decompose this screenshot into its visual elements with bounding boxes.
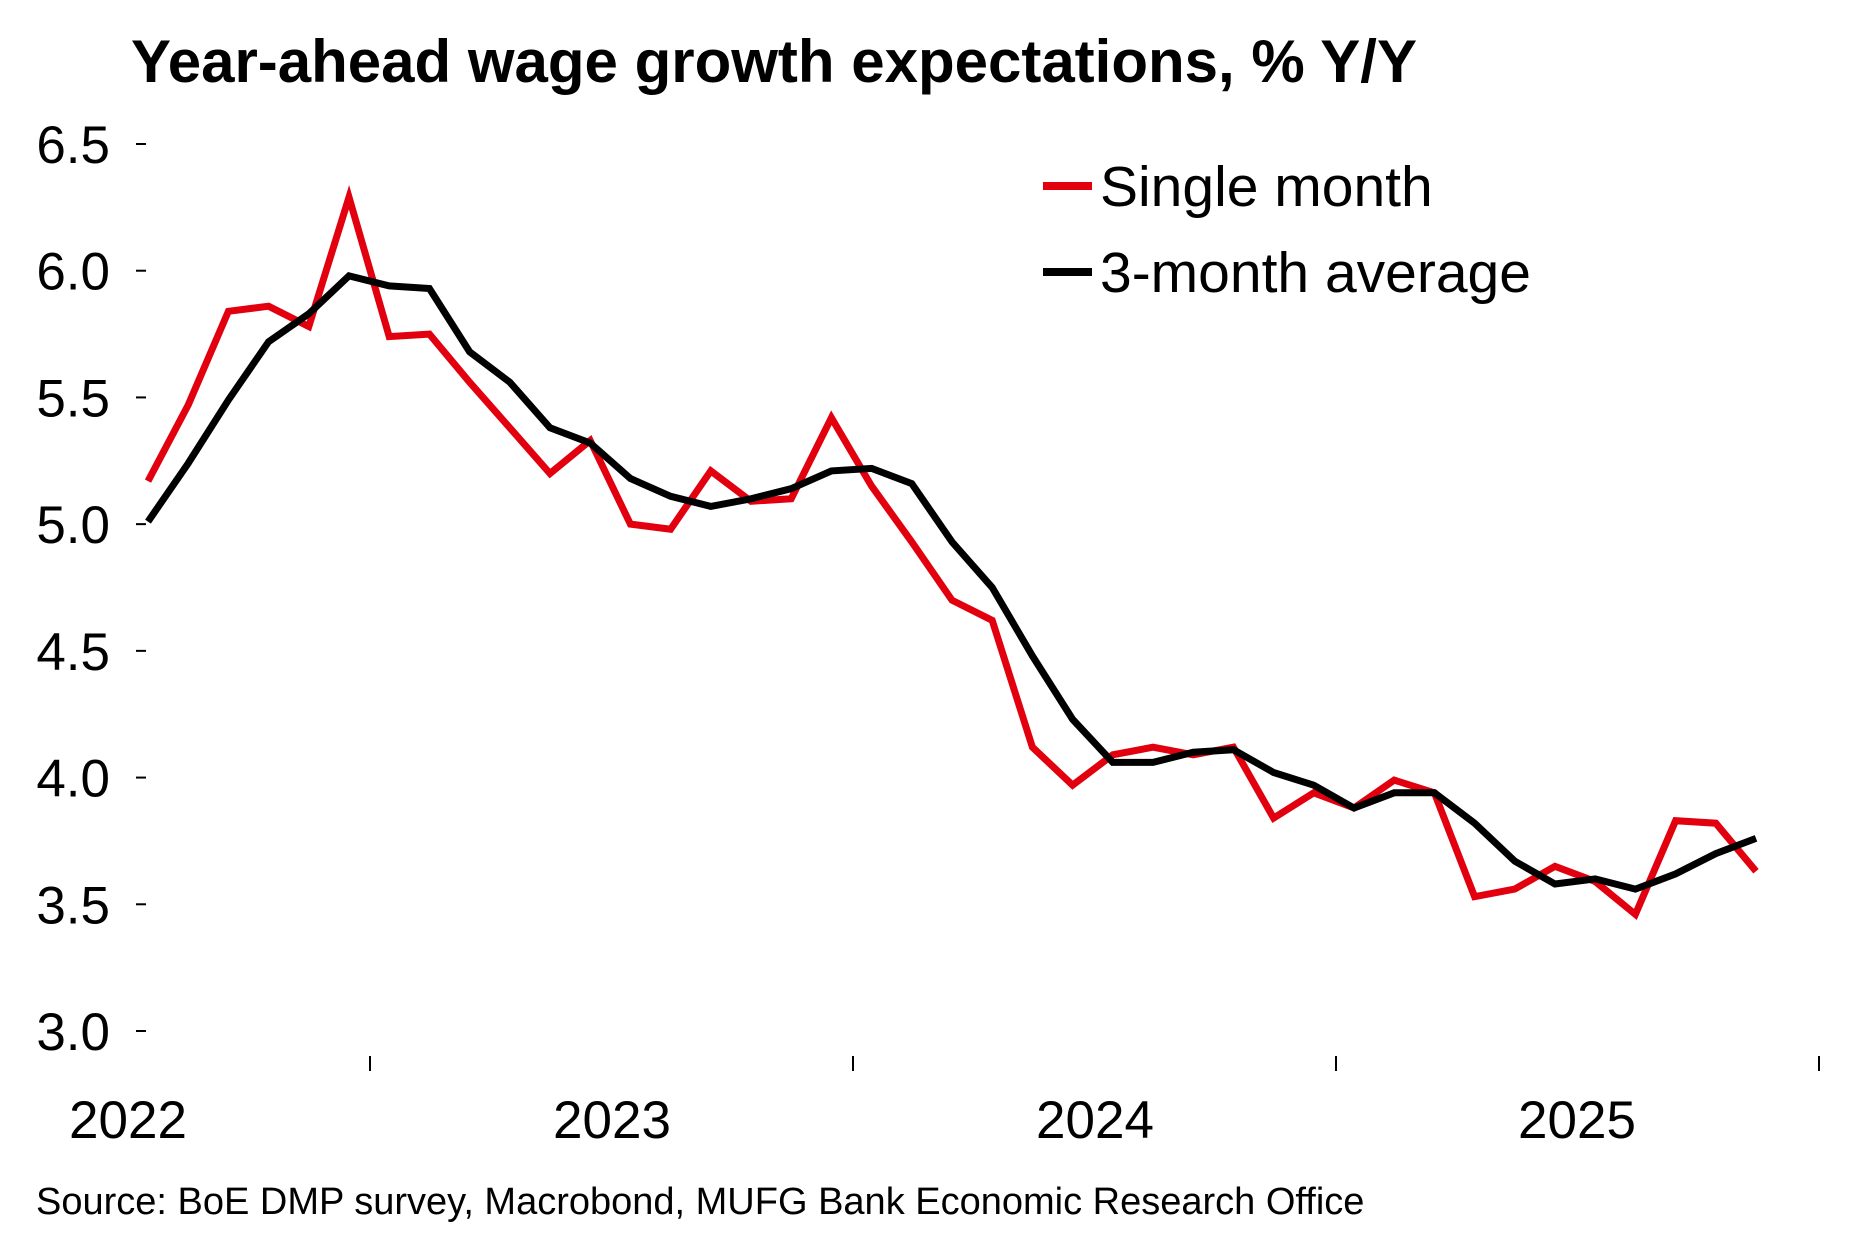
y-axis: 3.0 3.5 4.0 4.5 5.0 5.5 6.0 6.5 [36, 116, 146, 1062]
series-line-3-month-average [145, 271, 1758, 893]
y-tick-label: 6.0 [36, 243, 110, 302]
y-tick-label: 5.5 [36, 369, 110, 428]
x-axis: 2022 2023 2024 2025 [69, 1056, 1820, 1150]
chart-title: Year-ahead wage growth expectations, % Y… [131, 28, 1417, 95]
legend: Single month 3-month average [1043, 155, 1531, 305]
y-tick-label: 4.0 [36, 750, 110, 809]
y-tick-label: 3.0 [36, 1003, 110, 1062]
y-tick-label: 4.5 [36, 623, 110, 682]
y-tick-label: 6.5 [36, 116, 110, 175]
plot-area [144, 185, 1759, 921]
y-tick-label: 5.0 [36, 496, 110, 555]
source-note: Source: BoE DMP survey, Macrobond, MUFG … [36, 1181, 1364, 1223]
legend-label-single-month: Single month [1100, 155, 1433, 219]
x-tick-label: 2024 [1036, 1091, 1154, 1150]
x-tick-label: 2023 [553, 1091, 671, 1150]
legend-label-3-month-average: 3-month average [1100, 241, 1531, 305]
x-tick-label: 2025 [1518, 1091, 1636, 1150]
x-tick-label: 2022 [69, 1091, 187, 1150]
y-tick-label: 3.5 [36, 876, 110, 935]
